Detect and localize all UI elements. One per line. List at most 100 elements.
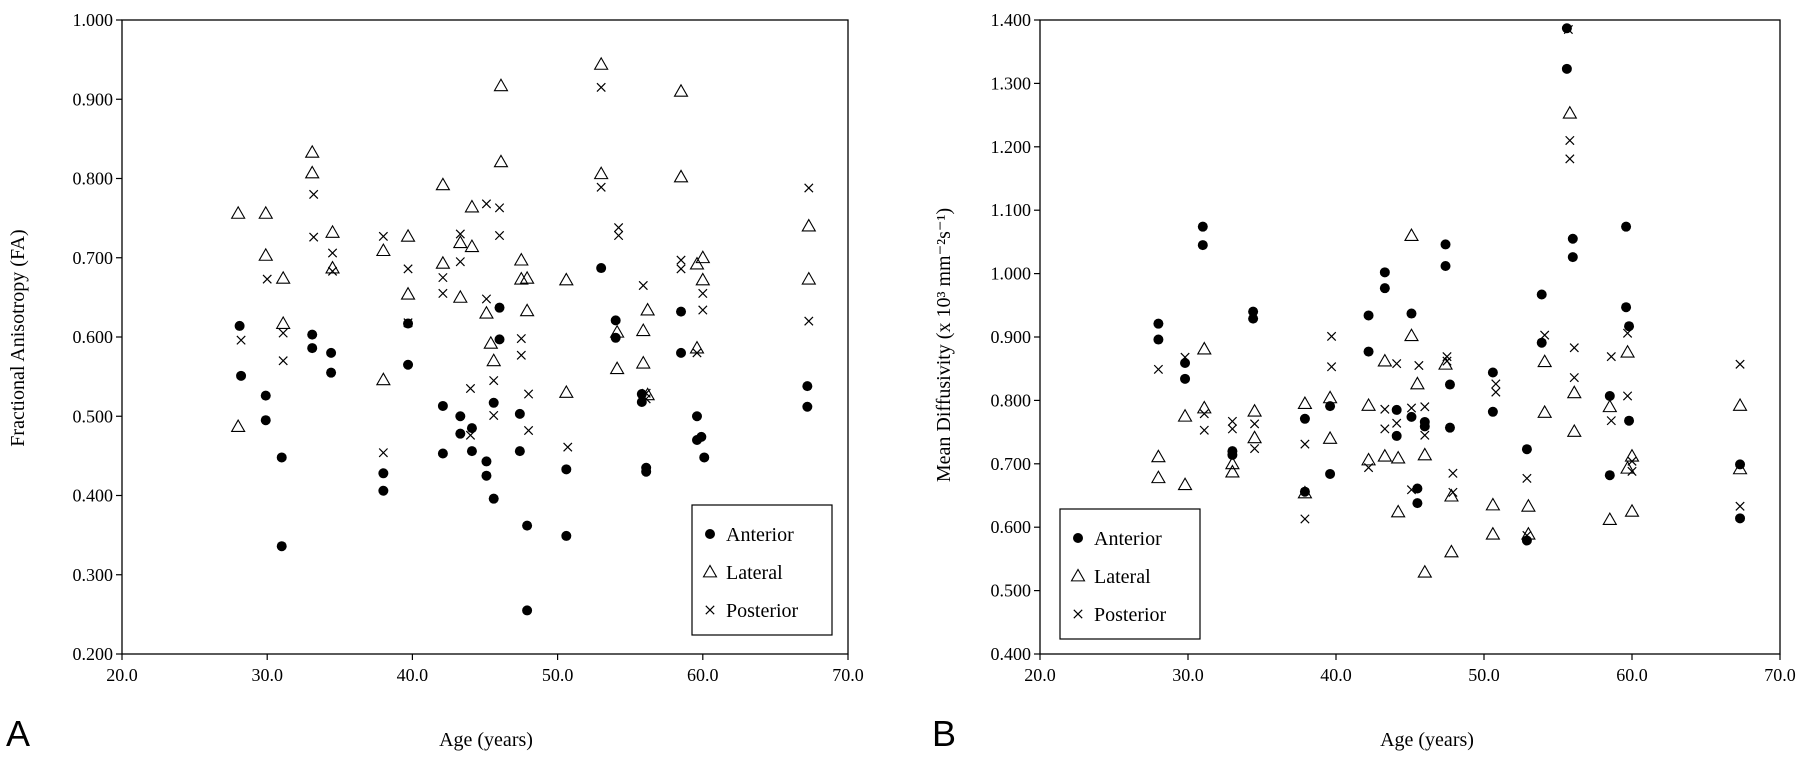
panel-b-legend-posterior-marker <box>1073 609 1083 619</box>
panel-a-lateral-point <box>375 243 391 257</box>
panel-b-anterior-point <box>1536 337 1547 348</box>
panel-a-anterior-point <box>260 415 271 426</box>
panel-a-posterior-point <box>278 328 288 338</box>
panel-a-x-tick-label: 70.0 <box>832 665 864 685</box>
panel-b-posterior-point <box>1627 456 1637 466</box>
panel-b-anterior-point <box>1621 302 1632 313</box>
panel-b-y-axis-label: Mean Diffusivity (x 10³ mm⁻²s⁻¹) <box>933 208 955 482</box>
panel-a-posterior-point <box>676 264 686 274</box>
panel-b-lateral-point <box>1537 354 1553 368</box>
panel-a-posterior-point <box>309 189 319 199</box>
panel-b-posterior-point <box>1563 24 1573 35</box>
panel-b-plot: 0.400 0.500 0.600 0.700 0.800 0.900 1.000 1.100… <box>991 10 1796 685</box>
panel-b-posterior-point <box>1380 404 1390 414</box>
panel-b-x-tick-label: 70.0 <box>1764 665 1796 685</box>
panel-a-lateral-point <box>258 247 274 261</box>
panel-a-posterior-point <box>804 183 814 193</box>
panel-b-y-tick-label: 0.700 <box>991 454 1032 474</box>
panel-a-lateral-point <box>593 166 609 180</box>
panel-a-anterior-point <box>699 452 710 463</box>
panel-a-lateral-point <box>673 83 689 97</box>
panel-b-posterior-point <box>1735 501 1745 511</box>
panel-b-posterior-point <box>1392 359 1402 369</box>
panel-a-posterior-point <box>327 248 338 258</box>
panel-b-anterior-point <box>1624 321 1635 332</box>
panel-a-legend-lateral-marker <box>702 564 718 578</box>
panel-b-posterior-point <box>1448 487 1458 497</box>
panel-a-lateral-point <box>486 353 502 367</box>
panel-b-anterior-point <box>1567 233 1578 244</box>
panel-b-anterior-point <box>1567 252 1578 263</box>
panel-a-posterior-point <box>676 255 686 265</box>
panel-a-anterior-point <box>403 359 414 370</box>
panel-a-legend-box <box>691 504 833 636</box>
panel-a-lateral-point <box>304 144 320 158</box>
panel-b-posterior-point <box>1622 391 1633 401</box>
panel-a-anterior-point <box>437 400 448 411</box>
panel-a-y-tick-label: 0.400 <box>73 486 114 506</box>
panel-a-legend-posterior-label: Posterior <box>726 600 799 622</box>
panel-b-lateral-point <box>1177 477 1193 491</box>
panel-a-posterior-point <box>692 348 702 358</box>
panel-b-posterior-point <box>1420 430 1430 440</box>
panel-a-y-tick-label: 0.500 <box>73 406 114 426</box>
panel-b-anterior-point <box>1227 449 1238 460</box>
panel-a-lateral-point <box>435 177 451 191</box>
panel-b-anterior-point <box>1604 390 1615 401</box>
panel-a-posterior-point <box>641 394 651 404</box>
panel-a-lateral-point <box>230 418 246 432</box>
panel-b-anterior-point <box>1487 367 1498 378</box>
panel-b-posterior-point <box>1522 530 1532 541</box>
panel-b-lateral-point <box>1390 504 1406 518</box>
panel-a-lateral-point <box>464 239 480 253</box>
panel-b-lateral-point <box>1624 503 1640 517</box>
panel-a-anterior-point <box>610 332 621 343</box>
panel-a-lateral-point <box>640 302 656 316</box>
panel-b-anterior-point <box>1487 406 1498 417</box>
panel-a-posterior-point <box>465 383 476 394</box>
panel-a-x-tick-label: 30.0 <box>251 665 283 685</box>
panel-b-lateral-point <box>1417 564 1433 578</box>
panel-b-posterior-point <box>1406 485 1417 495</box>
panel-a-anterior-point <box>307 329 318 340</box>
panel-a-anterior-point <box>696 431 707 442</box>
panel-b-posterior-point <box>1565 154 1575 164</box>
panel-b-anterior-point <box>1735 513 1746 524</box>
panel-a-lateral-point <box>483 335 499 349</box>
panel-b-posterior-point <box>1569 372 1579 383</box>
panel-b-legend-lateral-label: Lateral <box>1094 566 1151 588</box>
panel-b-lateral-point <box>1377 353 1393 367</box>
panel-b-anterior-point <box>1561 63 1572 74</box>
panel-b-anterior-point <box>1299 413 1310 424</box>
panel-a-lateral-point <box>689 256 705 270</box>
panel-a-lateral-point <box>493 154 509 168</box>
panel-a-posterior-point <box>465 430 476 440</box>
panel-a-lateral-point <box>325 224 340 238</box>
panel-a-posterior-point <box>596 182 606 192</box>
panel-a-lateral-point <box>801 218 817 232</box>
panel-b-anterior-point <box>1621 221 1632 232</box>
panel-b-lateral-point <box>1224 464 1240 478</box>
panel-b-anterior-point <box>1419 421 1430 432</box>
panel-b-posterior-point <box>1735 359 1745 369</box>
panel-a-anterior-point <box>378 468 389 479</box>
panel-b-posterior-point <box>1491 387 1501 397</box>
panel-a-anterior-point <box>691 411 702 422</box>
panel-b-anterior-point <box>1406 411 1417 422</box>
panel-b-y-tick-label: 0.600 <box>991 517 1032 537</box>
panel-b-y-tick-label: 0.500 <box>991 581 1032 601</box>
panel-a-anterior-point <box>561 464 572 475</box>
panel-a-anterior-point <box>802 381 813 392</box>
panel-b-lateral-point <box>1404 328 1419 342</box>
panel-b-lateral-point <box>1247 403 1263 417</box>
panel-b-lateral-point <box>1732 461 1748 475</box>
panel-a-posterior-point <box>327 266 338 276</box>
panel-b-posterior-point <box>1249 419 1260 429</box>
panel-a-posterior-point <box>403 318 413 328</box>
panel-b-posterior-point <box>1522 473 1532 484</box>
panel-a-posterior-point <box>613 223 624 233</box>
panel-b-lateral-point <box>1566 385 1582 399</box>
panel-a-anterior-point <box>481 456 492 467</box>
panel-a-anterior-point <box>561 530 572 541</box>
